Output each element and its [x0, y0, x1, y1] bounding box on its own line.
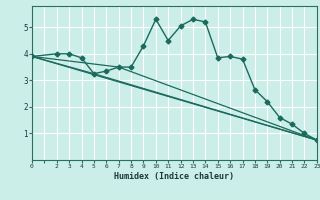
X-axis label: Humidex (Indice chaleur): Humidex (Indice chaleur)	[115, 172, 234, 181]
